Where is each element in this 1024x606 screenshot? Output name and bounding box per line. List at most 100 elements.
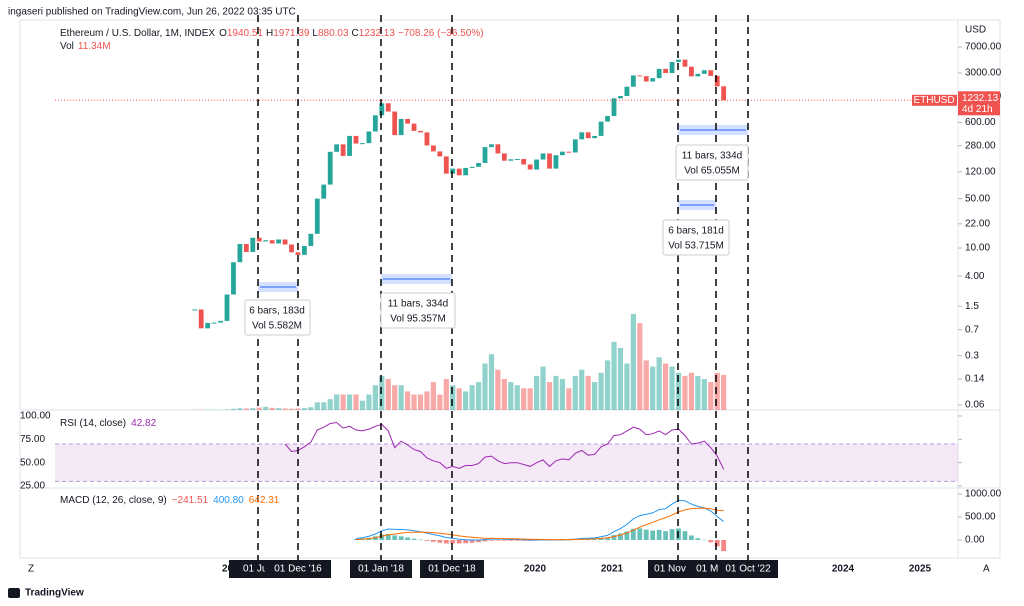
ohlc-label: C [352,28,359,39]
macd-name: MACD (12, 26, close, 9) [60,495,167,506]
marker-box [350,560,412,578]
auto-scale-button[interactable]: A [983,564,990,575]
volume-bar [417,394,424,410]
volume-bar [688,372,694,410]
ohlc-value: 880.03 [318,28,349,39]
symbol-tag-bg [912,94,957,106]
rsi-band [55,444,958,482]
marker-box [696,560,724,578]
symbol-title: Ethereum / U.S. Dollar, 1M, INDEX [60,28,215,39]
candle [224,294,230,321]
histogram-bar [476,540,481,543]
candle [560,151,565,156]
candle [521,158,527,165]
measure-vol: Vol 5.582M [252,321,302,332]
volume-bar [721,374,727,410]
histogram-bar [443,540,449,544]
volume-bar [650,366,656,410]
candle [327,151,333,185]
volume-bar [598,372,604,410]
year-label: 2021 [601,564,624,575]
currency: USD [965,25,986,36]
candle [198,309,204,329]
volume-bar [669,366,675,410]
measure-box [380,292,456,329]
volume-bar [566,388,572,410]
ohlc-label: H [266,28,273,39]
candle [650,78,656,82]
measure-box [662,219,730,256]
histogram-bar [521,540,527,541]
candle [501,153,507,161]
volume-bar [314,402,320,410]
candle [508,159,514,161]
candle [411,123,417,131]
candle [360,143,365,145]
y-tick-label: 7000.00 [965,42,1002,53]
candle [495,144,501,154]
volume-bar [604,360,611,410]
candle [424,132,430,146]
volume-bar [379,375,385,410]
volume-bar [534,375,540,410]
candle [334,144,340,152]
ohlc-value: 1232.13 [359,28,396,39]
rsi-tick-label: 75.00 [20,434,45,445]
histogram-bar [489,540,494,541]
volume-bar [301,408,307,410]
year-label: 2020 [524,564,547,575]
volume-bar [269,407,275,410]
volume-bar [501,379,507,410]
candle [372,115,378,132]
volume-bar [437,394,443,410]
measure-bars: 6 bars, 181d [668,226,724,237]
histogram-bar [424,540,430,541]
volume-bar [424,391,430,410]
volume-bar [456,388,462,410]
histogram-bar [463,540,469,544]
marker-box [718,560,778,578]
candle [643,76,649,82]
candle [289,244,294,253]
histogram-bar [431,540,436,542]
y-tick-label: 0.06 [965,400,985,411]
histogram-bar [514,540,520,541]
candle [701,70,707,74]
candle [405,118,410,124]
histogram-bar [456,540,462,544]
histogram-bar [379,534,385,541]
candle [676,59,681,63]
volume-bar [450,385,456,410]
macd-tick-label: 0.00 [965,535,985,546]
candle [695,73,701,77]
candle [708,70,714,76]
volume-bar [282,408,288,410]
zoom-icon[interactable]: Z [28,564,34,575]
marker-label: 01 Dec '16 [274,564,322,575]
ohlc-value: 1940.51 [227,28,264,39]
candle [308,233,314,246]
histogram-bar [637,528,643,541]
candle [218,320,223,323]
rsi-name: RSI (14, close) [60,418,126,429]
y-tick-label: 50.00 [965,193,990,204]
candle [566,151,572,153]
volume-bar [643,360,649,410]
candle [340,144,346,156]
histogram-bar [398,536,404,541]
ohlc-label: L [312,28,318,39]
histogram-bar [411,538,417,541]
histogram-bar [385,534,391,541]
volume-bar [572,375,578,410]
histogram-bar [605,537,610,541]
candle [231,262,236,295]
candle [514,158,520,160]
volume-bar [405,391,411,410]
candle [250,237,256,252]
y-tick-label: 0.7 [965,324,979,335]
volume-legend: Vol 11.34M [60,41,111,52]
candle [469,166,475,168]
measure-vol: Vol 65.055M [684,166,740,177]
candle [463,167,469,176]
candle [205,322,211,329]
